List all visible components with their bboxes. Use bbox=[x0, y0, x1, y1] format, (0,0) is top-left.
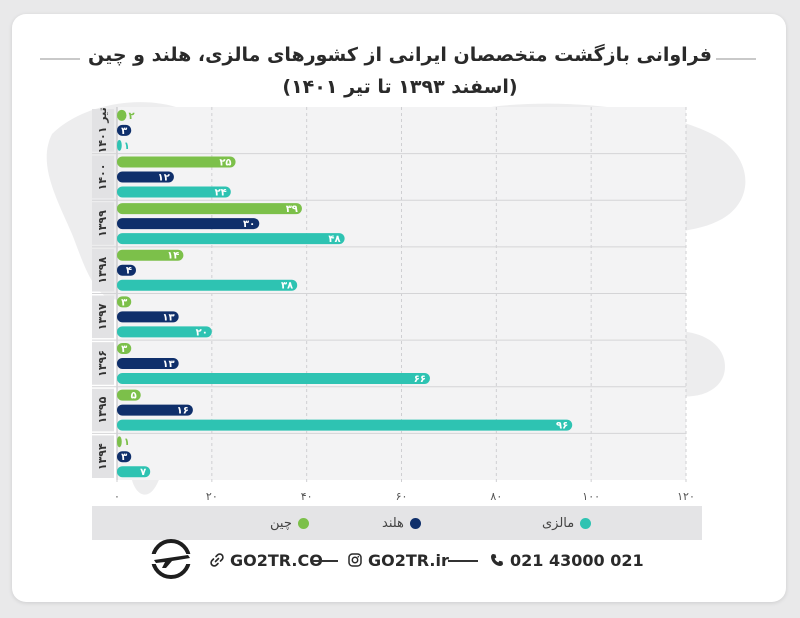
category-label-2: ۱۳۹۹ bbox=[96, 210, 109, 237]
legend-item-malaysia: مالزی bbox=[542, 506, 592, 540]
x-tick-label-100: ۱۰۰ bbox=[582, 490, 600, 503]
category-label-4: ۱۳۹۷ bbox=[96, 303, 109, 330]
data-label-2-0: ۱ bbox=[124, 141, 130, 152]
data-label-1-3: ۴ bbox=[126, 266, 132, 277]
data-label-0-6: ۵ bbox=[131, 391, 137, 402]
data-label-2-3: ۳۸ bbox=[281, 281, 293, 292]
x-tick-label-80: ۸۰ bbox=[490, 490, 502, 503]
data-label-0-4: ۳ bbox=[121, 297, 127, 308]
category-band-1 bbox=[92, 155, 114, 199]
category-label-1: ۱۴۰۰ bbox=[96, 164, 109, 191]
link-icon bbox=[210, 553, 224, 567]
data-label-0-5: ۳ bbox=[121, 344, 127, 355]
bar-1-6 bbox=[117, 404, 193, 416]
data-label-1-5: ۱۳ bbox=[162, 359, 174, 370]
legend-item-netherlands: هلند bbox=[382, 506, 421, 540]
category-band-3 bbox=[92, 248, 114, 292]
data-label-2-5: ۶۶ bbox=[414, 374, 426, 385]
legend-swatch-malaysia bbox=[580, 517, 592, 529]
bar-1-7 bbox=[117, 451, 132, 463]
data-label-2-7: ۷ bbox=[140, 467, 146, 478]
bar-2-2 bbox=[117, 233, 345, 245]
category-label-5: ۱۳۹۶ bbox=[96, 350, 109, 377]
data-label-0-3: ۱۴ bbox=[167, 251, 179, 262]
category-label-0: تیر ۱۴۰۱ bbox=[96, 107, 109, 153]
data-label-2-1: ۲۴ bbox=[215, 187, 227, 198]
bar-2-4 bbox=[117, 326, 212, 338]
bar-2-0 bbox=[117, 139, 122, 151]
footer-separator-1 bbox=[312, 560, 338, 562]
bar-1-1 bbox=[117, 171, 174, 183]
bar-0-7 bbox=[117, 436, 122, 448]
legend-label-malaysia: مالزی bbox=[542, 515, 575, 531]
legend-label-china: چین bbox=[270, 515, 292, 531]
x-tick-label-0: ۰ bbox=[114, 490, 120, 503]
data-label-0-2: ۳۹ bbox=[286, 204, 298, 215]
data-label-0-7: ۱ bbox=[124, 437, 130, 448]
data-label-2-2: ۴۸ bbox=[328, 234, 340, 245]
bar-2-6 bbox=[117, 419, 573, 431]
data-label-0-1: ۲۵ bbox=[219, 157, 231, 168]
data-label-0-0: ۲ bbox=[128, 111, 134, 122]
data-label-1-7: ۳ bbox=[121, 452, 127, 463]
bar-0-6 bbox=[117, 389, 141, 401]
title-rule-left bbox=[40, 58, 80, 60]
bar-1-0 bbox=[117, 124, 132, 136]
footer-phone[interactable]: 021 43000 021 bbox=[490, 548, 644, 572]
category-band-0 bbox=[92, 109, 114, 152]
data-label-1-4: ۱۳ bbox=[162, 312, 174, 323]
bar-0-4 bbox=[117, 296, 132, 308]
category-band-4 bbox=[92, 295, 114, 339]
bar-2-5 bbox=[117, 372, 430, 384]
bar-0-3 bbox=[117, 249, 184, 261]
bar-2-1 bbox=[117, 186, 231, 198]
footer-separator-2 bbox=[448, 560, 478, 562]
footer-website[interactable]: GO2TR.CO bbox=[210, 548, 323, 572]
data-label-1-0: ۳ bbox=[121, 126, 127, 137]
category-band-6 bbox=[92, 388, 114, 432]
bar-1-5 bbox=[117, 357, 179, 369]
x-tick-label-20: ۲۰ bbox=[206, 490, 218, 503]
category-band-5 bbox=[92, 342, 114, 385]
chart-title: فراوانی بازگشت متخصصان ایرانی از کشورهای… bbox=[88, 44, 712, 66]
phone-icon bbox=[491, 554, 503, 566]
legend-swatch-netherlands bbox=[409, 517, 421, 529]
bar-1-4 bbox=[117, 311, 179, 323]
chart-subtitle: (اسفند ۱۳۹۳ تا تیر ۱۴۰۱) bbox=[282, 76, 518, 98]
bar-1-3 bbox=[117, 264, 136, 276]
category-label-3: ۱۳۹۸ bbox=[96, 256, 109, 283]
bar-2-3 bbox=[117, 279, 298, 291]
legend-swatch-china bbox=[297, 517, 309, 529]
category-band-7 bbox=[92, 435, 114, 478]
bar-2-7 bbox=[117, 466, 151, 478]
x-tick-label-40: ۴۰ bbox=[301, 490, 313, 503]
data-label-1-1: ۱۲ bbox=[158, 172, 170, 183]
chart-legend: مالزی هلند چین bbox=[92, 506, 702, 540]
data-label-2-4: ۲۰ bbox=[196, 327, 208, 338]
data-label-1-6: ۱۶ bbox=[177, 406, 189, 417]
legend-label-netherlands: هلند bbox=[382, 515, 404, 531]
footer-instagram-text: GO2TR.ir bbox=[368, 550, 449, 570]
bar-1-2 bbox=[117, 218, 260, 230]
footer-bar: GO2TR.CO GO2TR.ir 021 43000 021 bbox=[0, 540, 800, 580]
legend-item-china: چین bbox=[270, 506, 309, 540]
category-label-6: ۱۳۹۵ bbox=[96, 396, 109, 423]
data-label-2-6: ۹۶ bbox=[556, 421, 568, 432]
airplane-logo-icon bbox=[150, 539, 192, 579]
category-band-2 bbox=[92, 202, 114, 245]
x-tick-label-120: ۱۲۰ bbox=[677, 490, 695, 503]
bar-0-1 bbox=[117, 156, 236, 168]
bar-0-2 bbox=[117, 203, 302, 215]
footer-website-text: GO2TR.CO bbox=[230, 550, 323, 570]
instagram-icon bbox=[348, 553, 362, 567]
title-rule-right bbox=[716, 58, 756, 60]
x-tick-label-60: ۶۰ bbox=[396, 490, 408, 503]
footer-instagram[interactable]: GO2TR.ir bbox=[348, 548, 449, 572]
data-label-1-2: ۳۰ bbox=[243, 219, 255, 230]
category-label-7: ۱۳۹۴ bbox=[96, 443, 109, 470]
footer-phone-text: 021 43000 021 bbox=[510, 550, 644, 570]
bar-0-0 bbox=[117, 109, 127, 121]
bar-0-5 bbox=[117, 342, 132, 354]
